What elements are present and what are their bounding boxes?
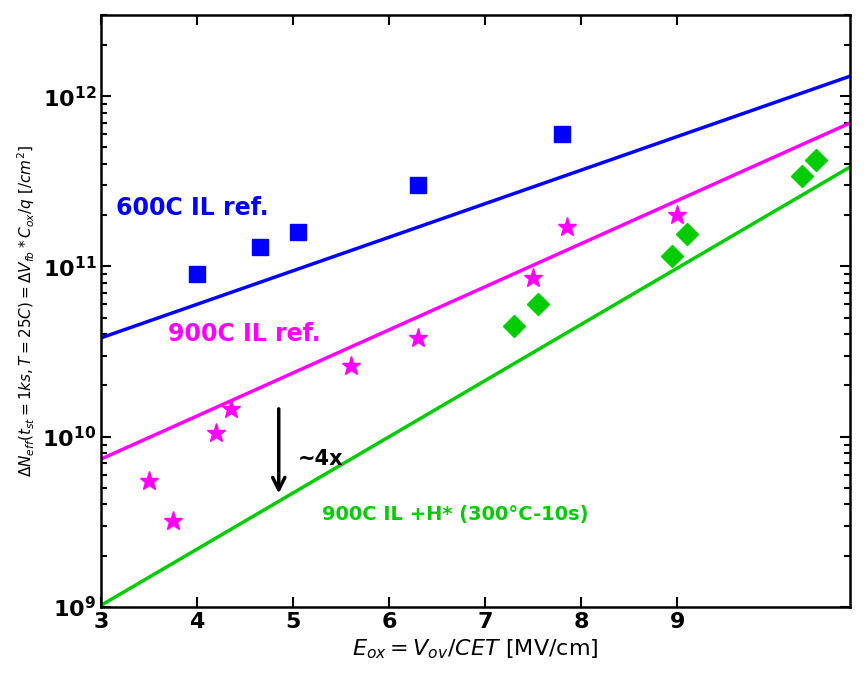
Text: 900C IL ref.: 900C IL ref.: [169, 322, 321, 346]
Text: 600C IL ref.: 600C IL ref.: [116, 196, 268, 220]
Y-axis label: $\Delta N_{eff}(t_{st}=1ks,T=25C)= \Delta V_{fb}*C_{ox}/q\ [/cm^2]$: $\Delta N_{eff}(t_{st}=1ks,T=25C)= \Delt…: [15, 145, 36, 477]
X-axis label: $E_{ox} = V_{ov}/CET\ \mathrm{[MV/cm]}$: $E_{ox} = V_{ov}/CET\ \mathrm{[MV/cm]}$: [352, 637, 599, 661]
Text: ~4x: ~4x: [298, 449, 343, 469]
Text: 900C IL +H* (300°C-10s): 900C IL +H* (300°C-10s): [322, 505, 588, 524]
